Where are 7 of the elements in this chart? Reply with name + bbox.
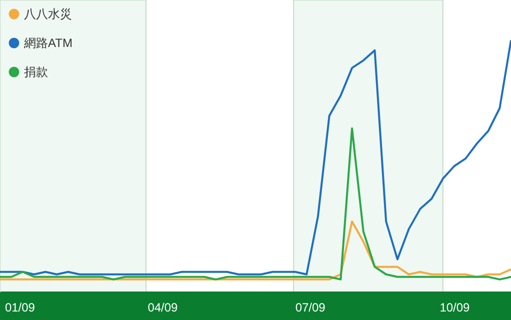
x-tick-label: 10/09 [440,300,470,314]
legend-label: 網路ATM [23,36,72,50]
legend-label: 八八水災 [24,7,72,21]
legend-label: 捐款 [24,65,48,79]
x-tick-label: 07/09 [295,300,326,314]
x-tick-label: 01/09 [4,300,36,314]
x-tick-label: 04/09 [148,300,178,314]
